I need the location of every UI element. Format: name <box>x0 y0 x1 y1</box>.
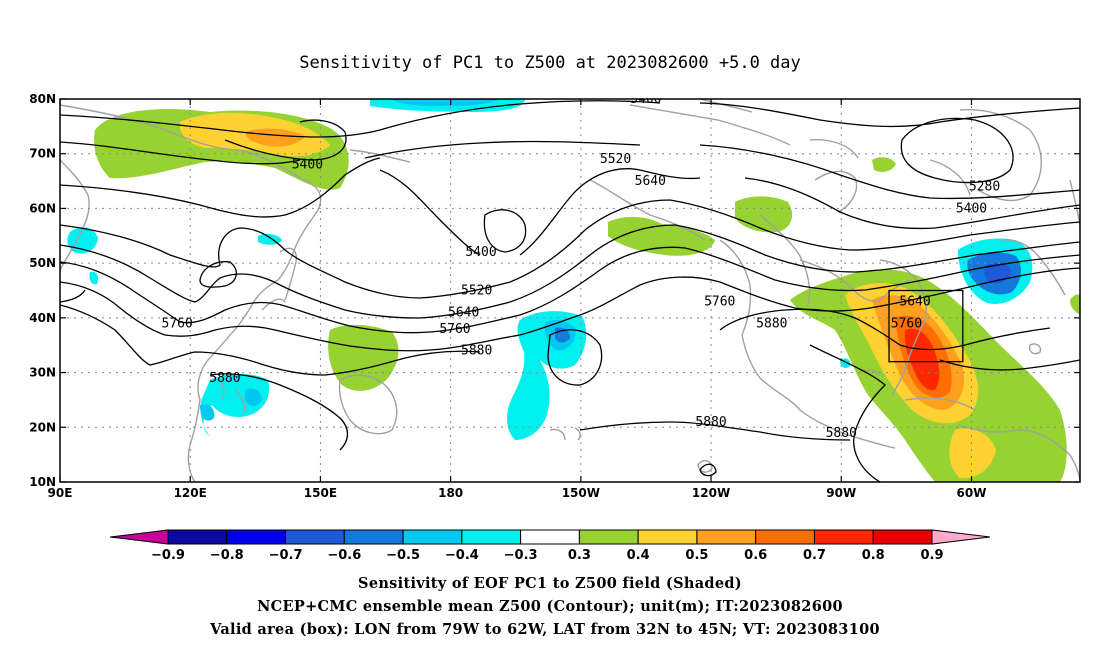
colorbar-label: 0.7 <box>803 548 826 563</box>
colorbar-swatch <box>520 529 580 545</box>
coastlines <box>60 99 1080 482</box>
colorbar-label: −0.4 <box>445 548 479 563</box>
colorbar-swatch <box>696 529 757 545</box>
z500-contours <box>60 100 1080 482</box>
colorbar-swatch <box>637 529 698 545</box>
caption: Sensitivity of EOF PC1 to Z500 field (Sh… <box>209 575 880 638</box>
colorbar: −0.9 −0.8 −0.7 −0.6 −0.5 −0.4 −0.3 0.3 0.4 0.5 0.6… <box>109 529 991 563</box>
colorbar-swatch <box>226 529 287 545</box>
lat-tick-label: 10N <box>29 475 56 489</box>
caption-line-1: Sensitivity of EOF PC1 to Z500 field (Sh… <box>358 575 742 592</box>
colorbar-label: 0.6 <box>744 548 767 563</box>
colorbar-label: 0.3 <box>568 548 591 563</box>
map-frame <box>59 98 1081 483</box>
lon-tick-label: 150E <box>304 486 337 500</box>
contour-label: 5760 <box>162 316 193 331</box>
contour-label: 5400 <box>465 245 496 260</box>
colorbar-label: −0.7 <box>269 548 303 563</box>
lon-tick-label: 60W <box>957 486 987 500</box>
sensitivity-shading <box>67 99 1080 482</box>
lon-tick-label: 180 <box>438 486 463 500</box>
colorbar-high-triangle <box>931 529 991 545</box>
contour-label: 5880 <box>695 415 726 430</box>
lat-tick-label: 60N <box>29 201 56 215</box>
contour-label: 5880 <box>756 316 787 331</box>
caption-line-3: Valid area (box): LON from 79W to 62W, L… <box>209 621 880 638</box>
contour-label: 5520 <box>600 152 631 167</box>
contour-label: 5520 <box>461 284 492 299</box>
lon-tick-label: 90E <box>48 486 73 500</box>
contour-label: 5760 <box>439 322 470 337</box>
lat-tick-label: 50N <box>29 256 56 270</box>
contour-label: 5400 <box>292 158 323 173</box>
map-axes: 90E 120E 150E 180 150W 120W 90W 60W 80N 70N 60N 50N… <box>29 92 1080 500</box>
figure-title: Sensitivity of PC1 to Z500 at 2023082600… <box>299 53 801 73</box>
contour-label: 5880 <box>826 426 857 441</box>
contour-label: 5880 <box>461 344 492 359</box>
lon-tick-label: 120E <box>174 486 207 500</box>
colorbar-label: 0.4 <box>627 548 650 563</box>
colorbar-label: 0.9 <box>920 548 943 563</box>
lat-tick-label: 70N <box>29 147 56 161</box>
lon-tick-label: 150W <box>562 486 600 500</box>
contour-labels: 5400 5520 5640 5400 5400 5520 5640 5760 5880 5760… <box>162 92 1001 441</box>
colorbar-label: 0.5 <box>685 548 708 563</box>
colorbar-swatch <box>167 529 228 545</box>
contour-label: 5400 <box>956 201 987 216</box>
colorbar-swatch <box>813 529 874 545</box>
contour-label: 5760 <box>704 294 735 309</box>
contour-label: 5400 <box>630 92 661 107</box>
colorbar-swatch <box>461 529 522 545</box>
contour-label: 5640 <box>448 305 479 320</box>
colorbar-label: 0.8 <box>862 548 885 563</box>
lon-tick-label: 120W <box>692 486 730 500</box>
colorbar-swatch <box>872 529 933 545</box>
contour-label: 5280 <box>969 180 1000 195</box>
colorbar-label: −0.6 <box>327 548 361 563</box>
colorbar-label: −0.8 <box>210 548 244 563</box>
colorbar-swatch <box>343 529 404 545</box>
lat-tick-label: 80N <box>29 92 56 106</box>
lon-tick-label: 90W <box>826 486 856 500</box>
lat-tick-label: 20N <box>29 420 56 434</box>
contour-label: 5640 <box>899 294 930 309</box>
colorbar-swatch <box>578 529 639 545</box>
lat-tick-label: 40N <box>29 311 56 325</box>
valid-area-box <box>888 289 964 363</box>
contour-label: 5640 <box>635 174 666 189</box>
contour-label: 5880 <box>209 371 240 386</box>
contour-label: 5760 <box>891 316 922 331</box>
colorbar-swatch <box>402 529 463 545</box>
colorbar-swatch <box>285 529 345 545</box>
colorbar-label: −0.5 <box>386 548 420 563</box>
caption-line-2: NCEP+CMC ensemble mean Z500 (Contour); u… <box>257 598 843 615</box>
colorbar-label: −0.9 <box>151 548 185 563</box>
lat-tick-label: 30N <box>29 366 56 380</box>
graticule <box>60 99 1080 482</box>
colorbar-label: −0.3 <box>504 548 538 563</box>
colorbar-swatch <box>755 529 815 545</box>
map-area: 5400 5520 5640 5400 5400 5520 5640 5760 5880 5760… <box>60 92 1080 482</box>
colorbar-low-triangle <box>109 529 169 545</box>
